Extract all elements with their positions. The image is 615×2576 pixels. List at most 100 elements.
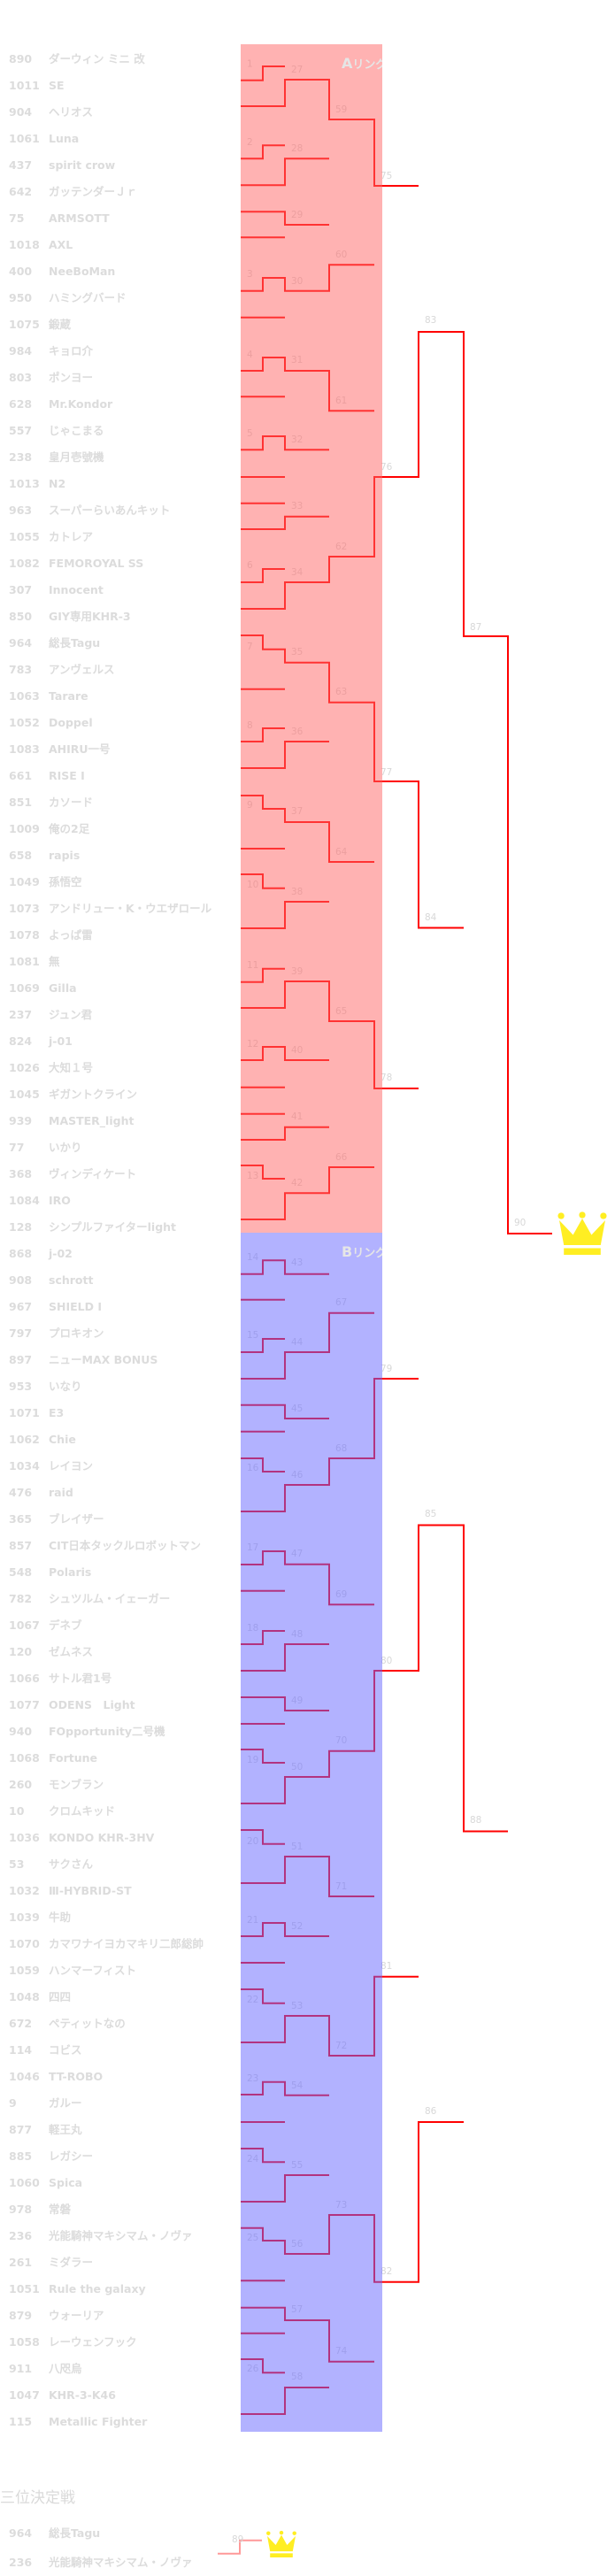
- entrant-name: じゃこまる: [49, 424, 104, 437]
- entrant-name: E3: [49, 1406, 65, 1419]
- entrant-name: Innocent: [49, 583, 104, 596]
- entrant-number: 1071: [9, 1406, 40, 1419]
- entrant-name: NeeBoMan: [49, 265, 116, 278]
- entrant-name: いなり: [49, 1380, 82, 1393]
- entrant-name: Gilla: [49, 981, 77, 995]
- match-number: 84: [425, 912, 437, 923]
- entrant-number: 1068: [9, 1751, 40, 1765]
- entrant-name: spirit crow: [49, 158, 116, 172]
- entrant-number: 877: [9, 2123, 33, 2136]
- entrant-number: 437: [9, 158, 33, 172]
- entrant-number: 77: [9, 1141, 25, 1154]
- third-place-crown-icon: [266, 2530, 296, 2557]
- entrant-name: Ⅲ-HYBRID-ST: [49, 1884, 132, 1897]
- entrant-number: 658: [9, 849, 33, 862]
- entrant-number: 879: [9, 2309, 33, 2322]
- entrant-number: 1062: [9, 1433, 40, 1446]
- entrant-number: 1034: [9, 1459, 40, 1473]
- entrant-name: schrott: [49, 1273, 94, 1287]
- entrant-number: 984: [9, 344, 33, 358]
- entrant-number: 868: [9, 1247, 33, 1260]
- match-number: 83: [425, 315, 436, 326]
- entrant-number: 1084: [9, 1194, 40, 1207]
- champion-crown-icon: [557, 1211, 607, 1255]
- ring-b-area: [241, 1233, 382, 2432]
- ring-b-suffix: リング: [352, 1247, 382, 1260]
- entrant-name: TT-ROBO: [49, 2070, 104, 2083]
- entrant-name: KHR-3-K46: [49, 2388, 116, 2402]
- entrant-name: 総長Tagu: [49, 636, 101, 650]
- entrant-name: ヘリオス: [49, 105, 94, 119]
- entrant-name: Rule the galaxy: [49, 2282, 146, 2295]
- ring-a-letter: A: [342, 55, 353, 72]
- match-number: 76: [381, 462, 393, 473]
- entrant-number: 9: [9, 2096, 17, 2110]
- entrant-number: 1083: [9, 742, 40, 756]
- entrant-name: ハミングバード: [49, 291, 127, 304]
- entrant-name: ダーウィン ミニ 改: [49, 52, 145, 65]
- entrant-name: レーウェンフック: [49, 2335, 137, 2349]
- entrant-name: コビス: [49, 2043, 82, 2057]
- entrant-number: 672: [9, 2017, 33, 2030]
- entrant-number: 1047: [9, 2388, 40, 2402]
- entrant-number: 1070: [9, 1937, 40, 1950]
- entrant-name: 八咫烏: [49, 2362, 82, 2375]
- entrant-name: ARMSOTT: [49, 211, 110, 225]
- entrant-number: 897: [9, 1353, 33, 1366]
- match-number: 88: [470, 1815, 481, 1826]
- entrant-name: ウォーリア: [49, 2309, 104, 2322]
- entrant-number: 885: [9, 2149, 33, 2163]
- match-number: 82: [381, 2266, 392, 2277]
- entrant-number: 964: [9, 2526, 33, 2540]
- entrant-number: 857: [9, 1539, 33, 1552]
- entrant-number: 797: [9, 1326, 33, 1340]
- entrant-number: 953: [9, 1380, 33, 1393]
- entrant-number: 782: [9, 1592, 33, 1605]
- entrant-number: 236: [9, 2556, 33, 2569]
- entrant-name: raid: [49, 1486, 73, 1499]
- entrant-name: ペティットなの: [49, 2017, 126, 2030]
- entrant-number: 1073: [9, 902, 40, 915]
- entrant-name: レイヨン: [49, 1459, 94, 1473]
- entrant-number: 260: [9, 1778, 33, 1791]
- entrant-name: rapis: [49, 849, 81, 862]
- entrant-number: 628: [9, 397, 33, 411]
- entrant-name: FOpportunity二号機: [49, 1725, 165, 1738]
- entrant-number: 1077: [9, 1698, 40, 1711]
- entrant-number: 1075: [9, 318, 40, 331]
- entrant-name: ガルー: [49, 2096, 82, 2110]
- ring-a-suffix: リング: [352, 58, 382, 72]
- entrant-name: FEMOROYAL SS: [49, 557, 144, 570]
- match-number: 86: [425, 2106, 437, 2117]
- entrant-number: 940: [9, 1725, 33, 1738]
- entrant-name: ガッテンダーＪｒ: [49, 185, 138, 198]
- entrant-number: 850: [9, 610, 33, 623]
- entrant-name: 牛助: [49, 1911, 72, 1924]
- entrant-number: 1059: [9, 1964, 40, 1977]
- entrant-number: 548: [9, 1565, 33, 1579]
- entrant-name: ミダラー: [49, 2256, 94, 2269]
- ring-a-label: Aリング: [342, 55, 382, 72]
- entrant-number: 1061: [9, 132, 40, 145]
- entrant-name: 孫悟空: [49, 875, 82, 888]
- entrant-name: シンプルファイターlight: [49, 1220, 177, 1234]
- entrant-name: 鍛蔵: [49, 318, 72, 331]
- entrant-name: カマワナイヨカマキリ二郎総帥: [49, 1937, 204, 1950]
- entrant-number: 365: [9, 1512, 33, 1526]
- match-number: 78: [381, 1073, 392, 1083]
- entrant-number: 368: [9, 1167, 33, 1180]
- entrant-name: j-02: [49, 1247, 73, 1260]
- entrant-number: 237: [9, 1008, 33, 1021]
- entrant-name: カトレア: [49, 530, 94, 543]
- entrant-number: 75: [9, 211, 25, 225]
- entrant-name: スーパーらいあんキット: [49, 504, 171, 517]
- entrant-name: SHIELD Ⅰ: [49, 1300, 102, 1313]
- entrant-number: 1032: [9, 1884, 40, 1897]
- entrant-number: 1013: [9, 477, 40, 490]
- entrant-number: 908: [9, 1273, 33, 1287]
- entrant-number: 238: [9, 450, 33, 464]
- match-number: 89: [232, 2534, 243, 2545]
- entrant-number: 1060: [9, 2176, 40, 2189]
- entrant-name: アンヴェルス: [49, 663, 115, 676]
- entrant-number: 1039: [9, 1911, 40, 1924]
